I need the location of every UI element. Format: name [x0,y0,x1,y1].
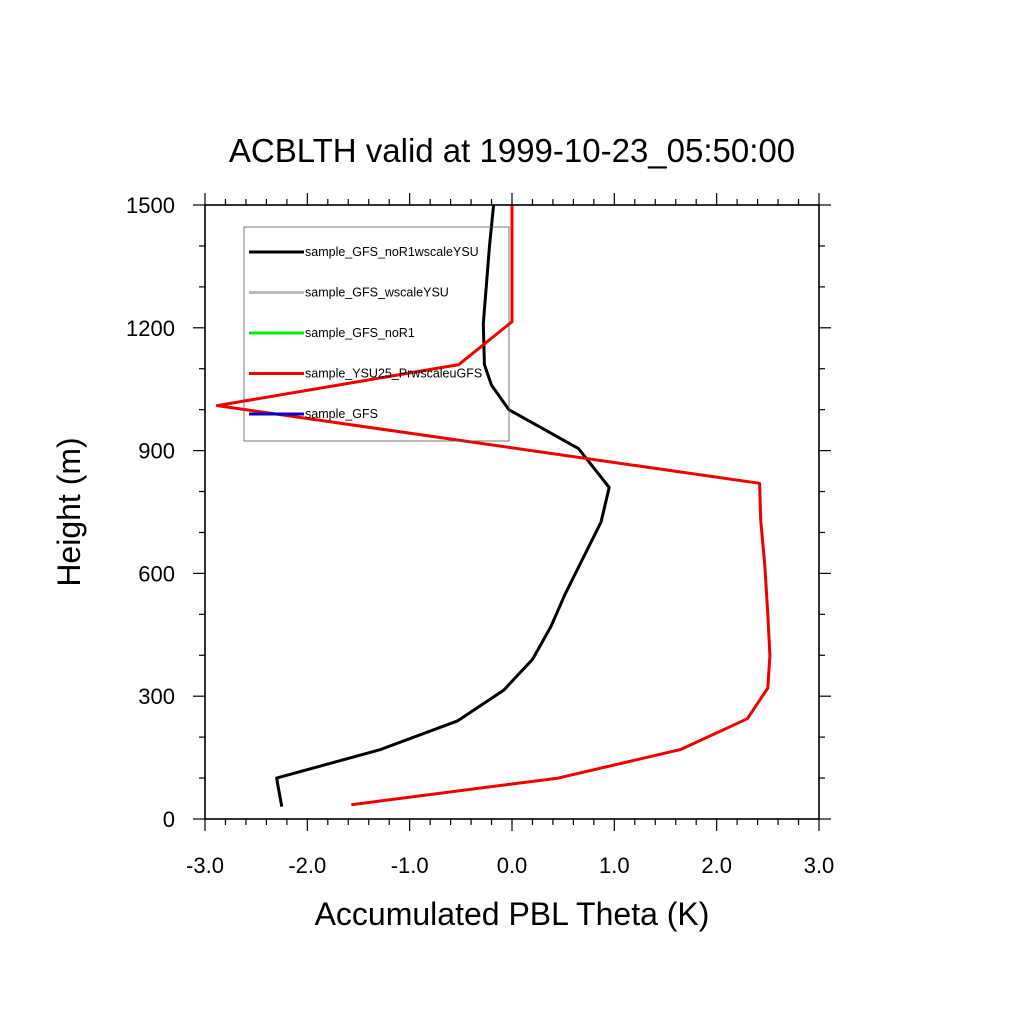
legend: sample_GFS_noR1wscaleYSU sample_GFS_wscal… [243,226,510,442]
y-tick-label: 0 [163,807,175,832]
x-tick-label: 3.0 [804,853,835,878]
y-axis-label: Height (m) [51,437,87,586]
legend-label: sample_GFS [305,407,378,421]
legend-box [243,226,510,442]
ticks-layer: -3.0 -2.0 -1.0 0.0 1.0 2.0 3.0 0 300 600 900 1200 15… [126,193,834,878]
x-tick-label: -3.0 [186,853,224,878]
y-tick-label: 900 [138,439,175,464]
series-layer [215,204,772,807]
x-tick-label: 1.0 [599,853,630,878]
y-tick-label: 600 [138,561,175,586]
legend-label: sample_YSU25_PrwscaleuGFS [305,367,482,381]
x-axis-label: Accumulated PBL Theta (K) [315,896,710,932]
legend-label: sample_GFS_noR1 [305,326,415,340]
x-tick-label: 0.0 [497,853,528,878]
x-tick-label: -2.0 [288,853,326,878]
series-line-3 [215,205,772,807]
y-tick-label: 1200 [126,316,175,341]
x-tick-label: 2.0 [701,853,732,878]
legend-label: sample_GFS_noR1wscaleYSU [305,245,479,259]
legend-label: sample_GFS_wscaleYSU [305,286,449,300]
x-tick-label: -1.0 [391,853,429,878]
series-line-0 [275,204,611,807]
y-tick-label: 1500 [126,193,175,218]
y-tick-label: 300 [138,684,175,709]
chart-title: ACBLTH valid at 1999-10-23_05:50:00 [229,132,795,169]
